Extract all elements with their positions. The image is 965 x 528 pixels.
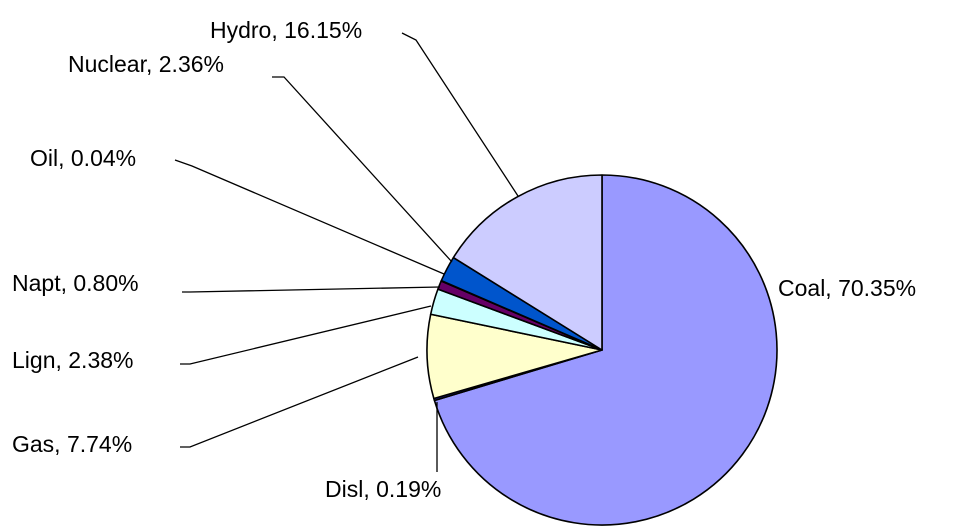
leader-line-oil xyxy=(174,159,445,275)
leader-line-hydro xyxy=(401,32,519,197)
leader-line-lign xyxy=(180,305,432,365)
data-label-gas: Gas, 7.74% xyxy=(12,431,132,457)
data-label-coal: Coal, 70.35% xyxy=(778,275,916,301)
leader-lines xyxy=(174,32,519,472)
slice-labels: Coal, 70.35% Disl, 0.19% Gas, 7.74% Lign, 2… xyxy=(12,17,916,502)
leader-line-gas xyxy=(180,356,419,448)
data-label-hydro: Hydro, 16.15% xyxy=(210,17,362,43)
data-label-oil: Oil, 0.04% xyxy=(30,145,136,171)
data-label-disl: Disl, 0.19% xyxy=(325,476,441,502)
data-label-lign: Lign, 2.38% xyxy=(12,347,133,373)
leader-line-napt xyxy=(182,286,441,293)
pie-slice-coal xyxy=(433,174,778,526)
pie-slice-hydro xyxy=(452,174,603,351)
data-label-nuclear: Nuclear, 2.36% xyxy=(68,51,224,77)
data-label-napt: Napt, 0.80% xyxy=(12,270,139,296)
leader-line-nuclear xyxy=(272,76,453,263)
pie-slices xyxy=(426,174,778,526)
